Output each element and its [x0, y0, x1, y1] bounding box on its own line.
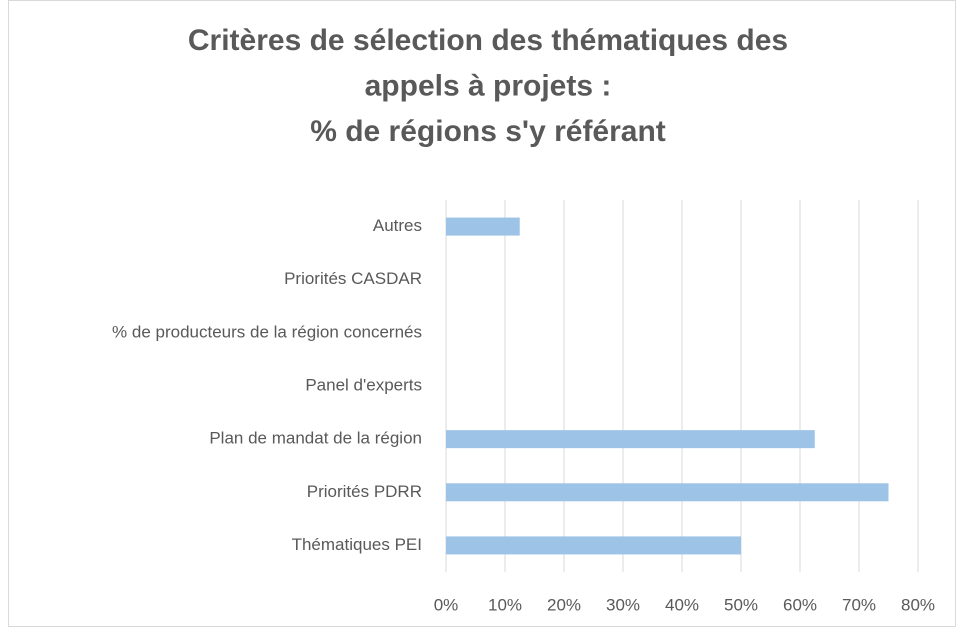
- bar: [446, 430, 815, 449]
- x-tick-label: 80%: [901, 595, 935, 614]
- x-tick-label: 70%: [842, 595, 876, 614]
- y-tick-label: Panel d'experts: [305, 375, 422, 394]
- x-tick-label: 20%: [547, 595, 581, 614]
- y-tick-label: Priorités CASDAR: [284, 269, 422, 288]
- x-tick-label: 10%: [488, 595, 522, 614]
- y-tick-label: Plan de mandat de la région: [209, 429, 422, 448]
- bar: [446, 217, 520, 236]
- y-tick-label: Thématiques PEI: [292, 535, 422, 554]
- chart-title: Critères de sélection des thématiques de…: [188, 24, 788, 57]
- y-tick-label: Priorités PDRR: [307, 482, 422, 501]
- bar: [446, 483, 889, 502]
- chart-title: appels à projets :: [365, 69, 612, 102]
- y-tick-label: Autres: [373, 216, 422, 235]
- bar: [446, 536, 741, 555]
- x-tick-label: 30%: [606, 595, 640, 614]
- y-tick-label: % de producteurs de la région concernés: [112, 322, 422, 341]
- chart-border: [8, 0, 956, 627]
- chart-title: % de régions s'y référant: [310, 115, 666, 148]
- x-tick-label: 50%: [724, 595, 758, 614]
- x-tick-label: 0%: [434, 595, 459, 614]
- x-tick-label: 40%: [665, 595, 699, 614]
- x-tick-label: 60%: [783, 595, 817, 614]
